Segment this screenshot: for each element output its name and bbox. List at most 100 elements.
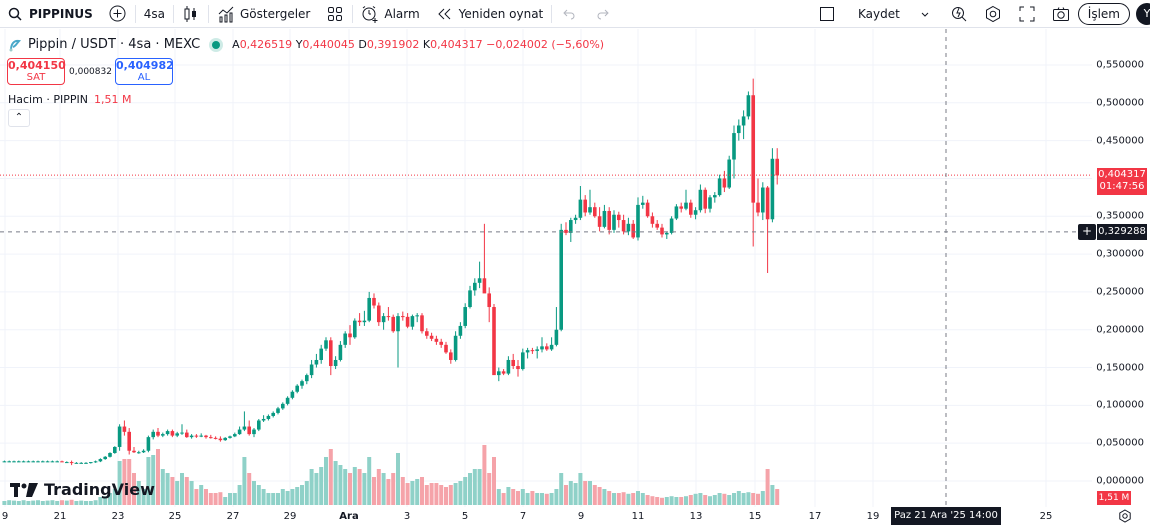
open-value: 0,426519 xyxy=(239,38,293,51)
fullscreen-button[interactable] xyxy=(1010,0,1044,28)
undo-icon xyxy=(560,5,578,23)
rewind-icon xyxy=(436,5,454,23)
chart-type-button[interactable] xyxy=(174,0,208,28)
divider xyxy=(551,4,553,23)
chevron-up-icon: ⌃ xyxy=(14,112,24,123)
tradingview-logo-text: TradingView xyxy=(44,480,155,499)
candles-icon xyxy=(182,5,200,23)
ohlc-values: A0,426519 Y0,440045 D0,391902 K0,404317 … xyxy=(232,38,605,51)
volume-tag: 1,51 M xyxy=(1097,491,1131,505)
alarm-clock-icon xyxy=(361,5,379,23)
symbol-label: PIPPINUS xyxy=(29,6,93,21)
time-tick-label: 21 xyxy=(53,511,67,522)
time-tick-label: 25 xyxy=(1039,511,1053,522)
price-tick-label: 0,300000 xyxy=(1096,248,1144,260)
add-alert-plus-button[interactable]: + xyxy=(1078,224,1096,240)
price-tick-label: 0,100000 xyxy=(1096,399,1144,411)
price-tick-label: 0,550000 xyxy=(1096,59,1144,71)
time-tick-label: 9 xyxy=(577,511,585,522)
time-axis[interactable]: 9 21 23 25 27 29 Ara 3 5 7 9 11 13 15 17 19 25 xyxy=(0,507,1150,525)
top-toolbar: PIPPINUS 4sa Göstergeler Alarm xyxy=(0,0,1150,28)
toolbar-right: Kaydet İşlem Y xyxy=(810,0,1150,28)
settings-button[interactable] xyxy=(976,0,1010,28)
high-value: 0,440045 xyxy=(302,38,355,51)
time-tick-label: Ara xyxy=(339,511,359,522)
market-status-dot xyxy=(212,40,221,49)
save-label: Kaydet xyxy=(857,6,900,21)
camera-icon xyxy=(1052,5,1070,23)
chevron-down-icon xyxy=(916,5,934,23)
buy-button[interactable]: 0,404982 AL xyxy=(115,58,174,85)
fullscreen-icon xyxy=(1018,5,1036,23)
time-tick-label: 23 xyxy=(111,511,125,522)
trade-button[interactable]: İşlem xyxy=(1077,2,1130,25)
buy-price: 0,404982 xyxy=(116,59,174,72)
interval-label: 4sa xyxy=(143,6,165,21)
screenshot-button[interactable] xyxy=(1044,0,1078,28)
chart-legend: Pippin / USDT · 4sa · MEXC A0,426519 Y0,… xyxy=(8,37,604,52)
price-tick-label: 0,050000 xyxy=(1096,437,1144,449)
redo-button[interactable] xyxy=(586,0,620,28)
interval-button[interactable]: 4sa xyxy=(136,0,173,28)
time-tick-label: 11 xyxy=(631,511,645,522)
low-value: 0,391902 xyxy=(366,38,420,51)
alarm-button[interactable]: Alarm xyxy=(353,0,427,28)
time-tick-label: 13 xyxy=(689,511,703,522)
volume-label[interactable]: Hacim · PIPPIN xyxy=(8,93,88,106)
save-button[interactable]: Kaydet xyxy=(844,0,908,28)
search-icon xyxy=(6,5,24,23)
gear-icon xyxy=(984,5,1002,23)
change-value: −0,024002 (−5,60%) xyxy=(486,38,605,51)
save-menu-button[interactable] xyxy=(908,0,942,28)
price-chart[interactable] xyxy=(0,29,1092,507)
price-tick-label: 0,250000 xyxy=(1096,286,1144,298)
collapse-legend-button[interactable]: ⌃ xyxy=(8,109,30,127)
time-tick-label: 29 xyxy=(283,511,297,522)
layouts-button[interactable] xyxy=(318,0,352,28)
replay-button[interactable]: Yeniden oynat xyxy=(428,0,552,28)
layout-select-button[interactable] xyxy=(810,0,844,28)
last-price-tag: 0,404317 01:47:56 xyxy=(1097,168,1147,195)
axis-settings-button[interactable] xyxy=(1118,509,1132,523)
sell-button[interactable]: 0,404150 SAT xyxy=(7,58,66,85)
trade-box: 0,404150 SAT 0,000832 0,404982 AL xyxy=(7,58,174,85)
time-tick-label: 19 xyxy=(866,511,880,522)
symbol-title[interactable]: Pippin / USDT · 4sa · MEXC xyxy=(28,37,201,52)
redo-icon xyxy=(594,5,612,23)
time-tick-label: 5 xyxy=(461,511,469,522)
close-value: 0,404317 xyxy=(430,38,483,51)
crosshair-price-tag: 0,329288 xyxy=(1097,224,1147,240)
quick-search-button[interactable] xyxy=(942,0,976,28)
undo-button[interactable] xyxy=(552,0,586,28)
price-tick-label: 0,150000 xyxy=(1096,362,1144,374)
time-tick-label: 17 xyxy=(808,511,822,522)
quick-search-icon xyxy=(950,5,968,23)
divider xyxy=(352,4,354,23)
time-tick-label: 9 xyxy=(1,511,9,522)
symbol-search-button[interactable]: PIPPINUS xyxy=(0,0,101,28)
plus-circle-icon xyxy=(109,5,127,23)
price-tick-label: 0,450000 xyxy=(1096,135,1144,147)
pippin-logo-icon xyxy=(8,38,22,52)
crosshair-time-tag: Paz 21 Ara '25 14:00 xyxy=(891,507,1001,525)
tradingview-logo[interactable]: TradingView xyxy=(10,480,155,499)
price-tick-label: 0,000000 xyxy=(1096,475,1144,487)
time-tick-label: 27 xyxy=(226,511,240,522)
replay-label: Yeniden oynat xyxy=(458,6,544,21)
grid-icon xyxy=(326,5,344,23)
bar-countdown: 01:47:56 xyxy=(1099,181,1145,192)
volume-legend: Hacim · PIPPIN 1,51 M xyxy=(8,93,131,106)
price-axis[interactable]: 0,000000 0,050000 0,100000 0,150000 0,200000… xyxy=(1092,29,1150,507)
sell-price: 0,404150 xyxy=(8,59,66,72)
divider xyxy=(208,4,209,23)
avatar[interactable]: Y xyxy=(1136,2,1150,25)
time-tick-label: 7 xyxy=(519,511,527,522)
divider xyxy=(134,4,136,23)
sell-label: SAT xyxy=(26,72,46,83)
indicators-button[interactable]: Göstergeler xyxy=(209,0,318,28)
spread-value: 0,000832 xyxy=(69,66,112,77)
time-tick-label: 15 xyxy=(748,511,762,522)
time-tick-label: 25 xyxy=(168,511,182,522)
buy-label: AL xyxy=(137,72,151,83)
compare-symbol-button[interactable] xyxy=(101,0,135,28)
